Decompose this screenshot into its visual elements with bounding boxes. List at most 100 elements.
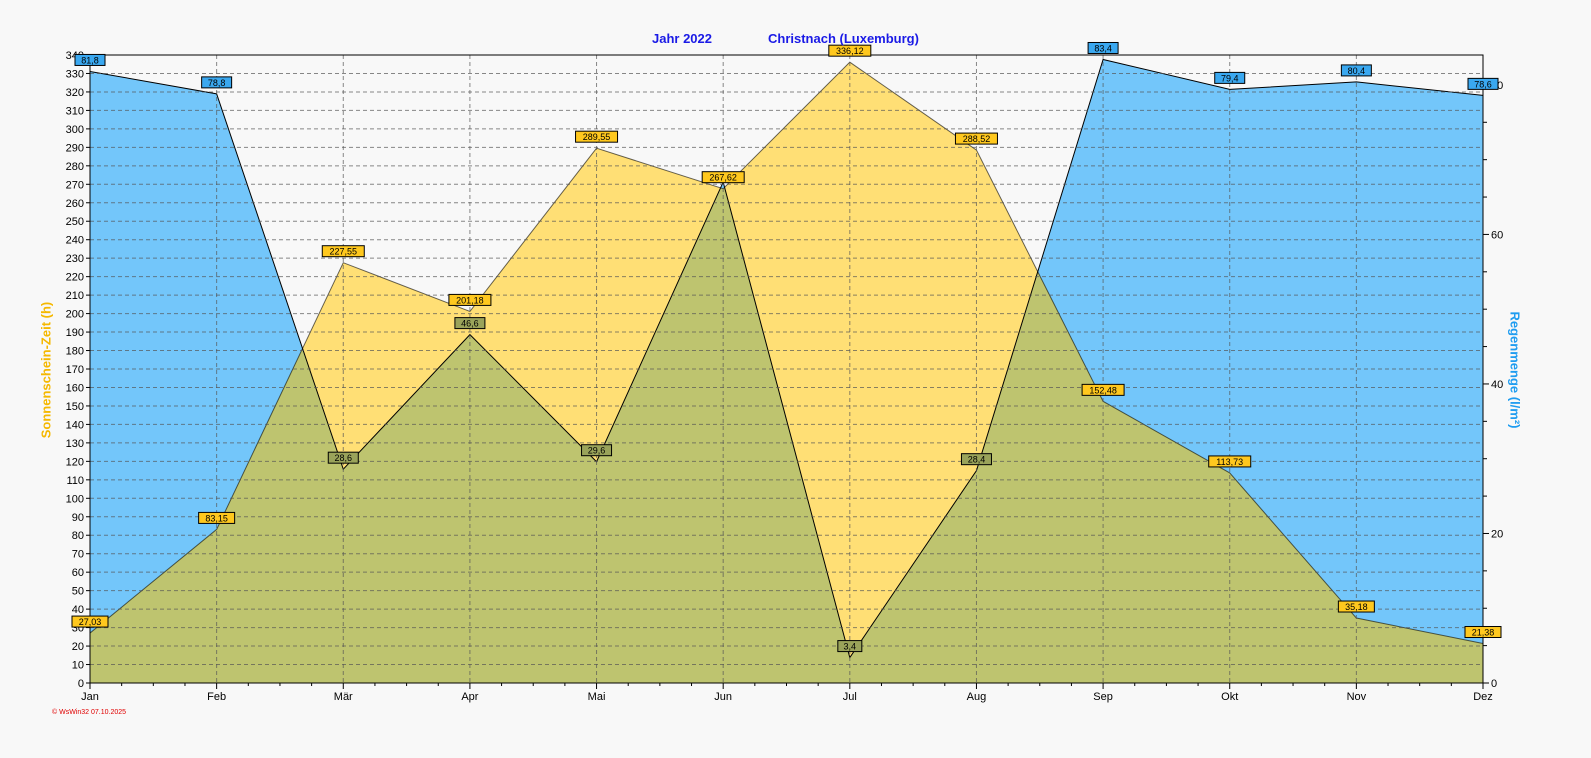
- sunshine-data-label: 83,15: [198, 511, 236, 524]
- y-left-tick-label: 270: [66, 179, 84, 191]
- sunshine-data-label-text: 35,18: [1345, 602, 1368, 612]
- x-tick-label: Jul: [843, 691, 857, 703]
- y-left-tick-label: 190: [66, 327, 84, 339]
- x-tick-label: Apr: [461, 691, 478, 703]
- sunshine-data-label-box: [1081, 383, 1125, 396]
- sunshine-data-label: 201,18: [448, 293, 492, 306]
- rain-line: [89, 58, 1484, 659]
- rain-data-label: 78,6: [1467, 77, 1499, 90]
- sunshine-data-label-text: 83,15: [205, 513, 228, 523]
- rain-data-label-box: [327, 451, 359, 464]
- rain-data-label-text: 78,8: [208, 78, 226, 88]
- y-left-tick-label: 330: [66, 68, 84, 80]
- sunshine-data-label-box: [1337, 600, 1375, 613]
- y-left-tick-label: 160: [66, 382, 84, 394]
- sunshine-data-label: 152,48: [1081, 383, 1125, 396]
- sunshine-data-label-text: 152,48: [1089, 385, 1117, 395]
- rain-data-label-box: [581, 444, 613, 457]
- rain-data-label: 80,4: [1340, 64, 1372, 77]
- rain-data-label-text: 81,8: [81, 55, 99, 65]
- sunshine-data-label-box: [701, 171, 745, 184]
- sunshine-data-label-box: [448, 293, 492, 306]
- y-left-tick-label: 220: [66, 272, 84, 284]
- rain-data-label: 81,8: [74, 53, 106, 66]
- rain-data-label-box: [1214, 71, 1246, 84]
- x-tick-label: Mai: [588, 691, 606, 703]
- y-left-tick-label: 70: [72, 549, 84, 561]
- y-left-tick-label: 60: [72, 567, 84, 579]
- sunshine-data-label-box: [575, 130, 619, 143]
- sunshine-data-label-text: 336,12: [836, 46, 864, 56]
- sunshine-data-label-box: [1464, 626, 1502, 639]
- rain-data-label-text: 29,6: [588, 446, 606, 456]
- rain-data-label-box: [837, 640, 863, 653]
- sunshine-data-label: 289,55: [575, 130, 619, 143]
- rain-data-label: 28,4: [960, 453, 992, 466]
- rain-data-label-text: 78,6: [1474, 79, 1492, 89]
- rain-data-label-box: [1467, 77, 1499, 90]
- y-left-tick-label: 250: [66, 216, 84, 228]
- y-left-tick-label: 0: [78, 678, 84, 690]
- sunshine-data-label: 267,62: [701, 171, 745, 184]
- sunshine-data-label-box: [828, 44, 872, 57]
- sunshine-data-label-text: 289,55: [583, 132, 611, 142]
- sunshine-data-label: 21,38: [1464, 626, 1502, 639]
- rain-data-label-box: [74, 53, 106, 66]
- y-right-tick-label: 20: [1491, 528, 1503, 540]
- rain-data-label-text: 83,4: [1094, 43, 1112, 53]
- rain-data-label-text: 28,6: [335, 453, 353, 463]
- rain-data-label-text: 3,4: [844, 642, 857, 652]
- sunshine-data-label-box: [321, 245, 365, 258]
- y-left-tick-label: 210: [66, 290, 84, 302]
- x-tick-label: Aug: [967, 691, 987, 703]
- sunshine-data-label: 35,18: [1337, 600, 1375, 613]
- sunshine-line: [89, 61, 1484, 645]
- sunshine-data-label-text: 21,38: [1472, 628, 1495, 638]
- y-left-tick-label: 290: [66, 142, 84, 154]
- sunshine-data-label: 27,03: [71, 615, 109, 628]
- sunshine-data-label-text: 201,18: [456, 295, 484, 305]
- y-left-tick-label: 170: [66, 364, 84, 376]
- sunshine-data-label-text: 267,62: [709, 173, 737, 183]
- x-tick-label: Feb: [207, 691, 226, 703]
- y-right-tick-label: 60: [1491, 229, 1503, 241]
- footer-credit: © WsWin32 07.10.2025: [52, 709, 127, 716]
- x-tick-label: Mär: [334, 691, 353, 703]
- y-left-tick-label: 200: [66, 309, 84, 321]
- rain-data-label-text: 46,6: [461, 319, 479, 329]
- y-left-tick-label: 280: [66, 161, 84, 173]
- x-tick-label: Jan: [81, 691, 99, 703]
- rain-data-label-box: [454, 317, 486, 330]
- rain-data-label-box: [1087, 41, 1119, 54]
- rain-data-label-text: 79,4: [1221, 73, 1239, 83]
- y-left-tick-label: 300: [66, 124, 84, 136]
- sunshine-data-label-text: 227,55: [330, 247, 358, 257]
- y-left-tick-label: 50: [72, 586, 84, 598]
- sunshine-data-label-box: [1208, 455, 1252, 468]
- y-left-tick-label: 20: [72, 641, 84, 653]
- sunshine-data-label-box: [71, 615, 109, 628]
- y-left-tick-label: 260: [66, 198, 84, 210]
- sunshine-data-label: 336,12: [828, 44, 872, 57]
- sunshine-data-label-text: 27,03: [79, 617, 102, 627]
- y-left-tick-label: 150: [66, 401, 84, 413]
- y-left-tick-label: 10: [72, 660, 84, 672]
- sunshine-data-label-box: [198, 511, 236, 524]
- rain-data-label: 29,6: [581, 444, 613, 457]
- y-left-tick-label: 310: [66, 105, 84, 117]
- rain-data-label-text: 28,4: [968, 455, 986, 465]
- y-left-tick-label: 40: [72, 604, 84, 616]
- rain-data-label-box: [1340, 64, 1372, 77]
- y-left-tick-label: 90: [72, 512, 84, 524]
- x-tick-label: Okt: [1221, 691, 1238, 703]
- rain-data-label-box: [960, 453, 992, 466]
- y-left-tick-label: 320: [66, 87, 84, 99]
- rain-data-label: 79,4: [1214, 71, 1246, 84]
- x-tick-label: Dez: [1473, 691, 1493, 703]
- sunshine-data-label-text: 113,73: [1216, 457, 1243, 467]
- y-left-tick-label: 100: [66, 493, 84, 505]
- chart-title-year: Jahr 2022: [652, 31, 712, 46]
- rain-data-label: 46,6: [454, 317, 486, 330]
- y-left-tick-label: 110: [66, 475, 84, 487]
